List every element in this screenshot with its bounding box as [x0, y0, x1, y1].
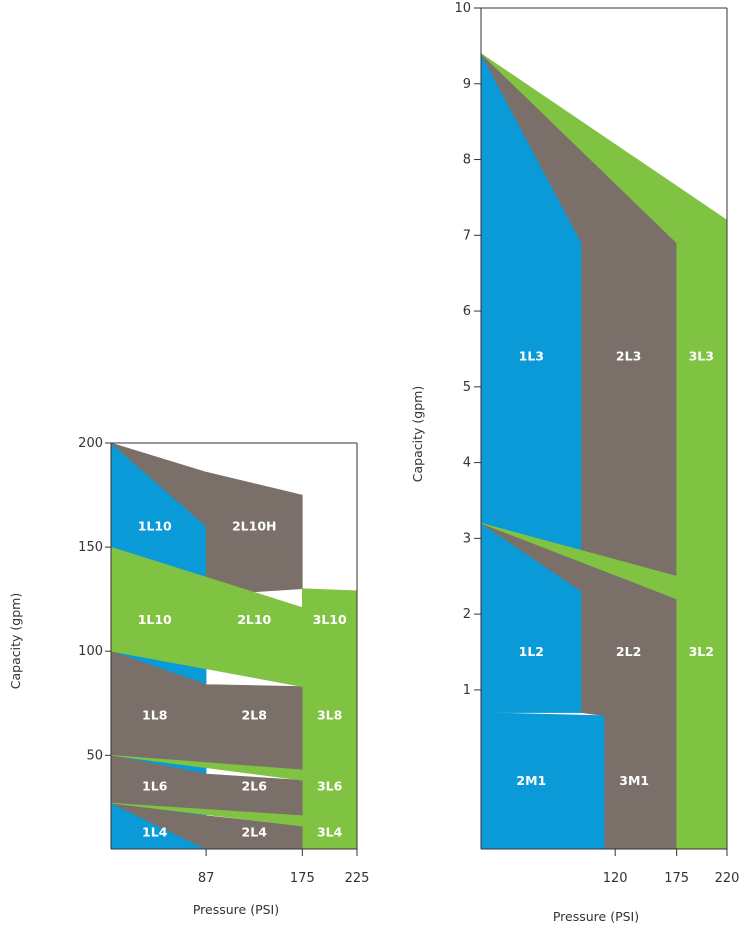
- region-label-3l2: 3L2: [689, 644, 714, 659]
- region-label-1l3: 1L3: [519, 349, 544, 364]
- chart-right-y-tick-label: 6: [463, 304, 471, 319]
- chart-right-xlabel: Pressure (PSI): [553, 909, 639, 924]
- region-label-3m1: 3M1: [619, 773, 649, 788]
- region-label-2l6: 2L6: [242, 779, 268, 794]
- chart-right-y-tick-label: 1: [463, 683, 471, 698]
- region-label-2l3: 2L3: [616, 349, 641, 364]
- region-3l2-6: [676, 575, 728, 850]
- region-label-2l10: 2L10: [237, 612, 271, 627]
- region-label-1l6: 1L6: [142, 779, 168, 794]
- chart-left-y-tick-label: 50: [86, 748, 103, 763]
- chart-right-y-tick-label: 8: [463, 153, 471, 168]
- chart-left-x-tick-label: 225: [345, 871, 370, 886]
- region-label-3l6: 3L6: [317, 779, 343, 794]
- region-label-2m1: 2M1: [516, 773, 546, 788]
- chart-right-y-tick-label: 7: [463, 228, 471, 243]
- chart-right-ylabel: Capacity (gpm): [410, 386, 425, 482]
- region-3l4-13: [110, 802, 303, 827]
- region-2l4-12: [110, 802, 303, 850]
- chart-right-y-tick-label: 2: [463, 607, 471, 622]
- region-label-2l4: 2L4: [242, 824, 268, 839]
- chart-right-y-tick-label: 5: [463, 380, 471, 395]
- region-label-3l4: 3L4: [317, 824, 343, 839]
- chart-right-x-tick-label: 120: [603, 871, 628, 886]
- region-3l6-10: [110, 755, 303, 781]
- chart-right-y-tick-label: 10: [454, 1, 471, 16]
- chart-right-x-tick-label: 175: [664, 871, 689, 886]
- region-label-1l10: 1L10: [138, 612, 172, 627]
- region-label-2l10h: 2L10H: [232, 518, 277, 533]
- chart-right-y-tick-label: 3: [463, 531, 471, 546]
- region-label-3l3: 3L3: [689, 349, 714, 364]
- chart-right: Capacity (gpm) Pressure (PSI) 1 2 3 4 5 6 7 8 9 1…: [410, 1, 739, 924]
- chart-left-xlabel: Pressure (PSI): [193, 902, 279, 917]
- region-label-2l2: 2L2: [616, 644, 641, 659]
- chart-left: Capacity (gpm) Pressure (PSI) 50 100 150 20…: [8, 436, 369, 917]
- chart-left-x-tick-label: 175: [290, 871, 315, 886]
- chart-left-y-tick-label: 150: [78, 540, 103, 555]
- chart-left-x-tick-label: 87: [198, 871, 215, 886]
- region-label-2l8: 2L8: [242, 708, 267, 723]
- region-label-1l4: 1L4: [142, 824, 168, 839]
- region-label-1l2: 1L2: [519, 644, 544, 659]
- chart-left-y-tick-label: 200: [78, 436, 103, 451]
- chart-left-y-tick-label: 100: [78, 644, 103, 659]
- chart-right-y-tick-label: 9: [463, 77, 471, 92]
- region-label-3l8: 3L8: [317, 708, 342, 723]
- chart-left-ylabel: Capacity (gpm): [8, 593, 23, 689]
- chart-right-regions: [480, 53, 728, 850]
- region-3l8-7: [110, 650, 303, 687]
- chart-right-y-tick-label: 4: [463, 456, 471, 471]
- region-label-1l10: 1L10: [138, 518, 172, 533]
- region-label-1l8: 1L8: [142, 708, 167, 723]
- chart-left-regions: [110, 442, 358, 850]
- region-label-3l10: 3L10: [313, 612, 347, 627]
- chart-right-x-tick-label: 220: [715, 871, 740, 886]
